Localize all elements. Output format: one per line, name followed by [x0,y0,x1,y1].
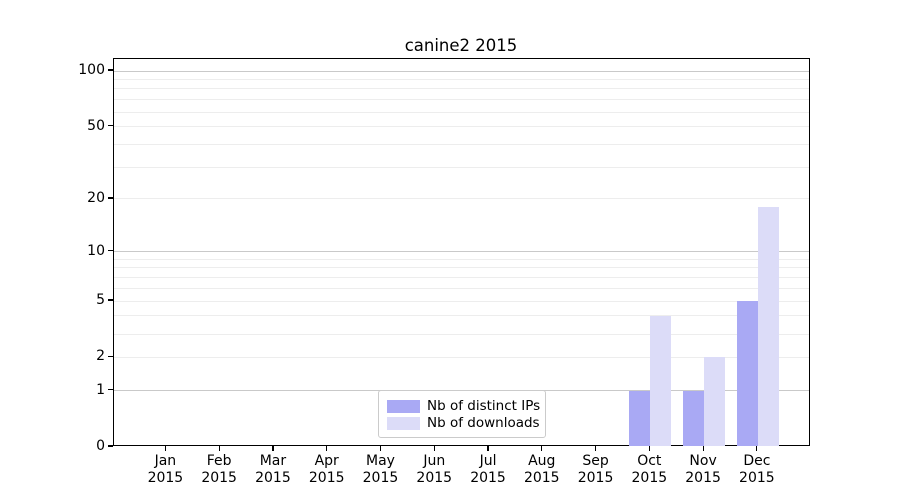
x-tick-label-feb: Feb 2015 [179,453,259,486]
x-tick-label-jan: Jan 2015 [125,453,205,486]
x-tick-dec [756,446,758,451]
x-label-year-aug: 2015 [523,469,560,486]
x-tick-label-dec: Dec 2015 [717,453,797,486]
x-label-month-nov: Nov [689,453,717,469]
y-gridline-minor-9 [114,258,809,260]
x-label-year-jan: 2015 [147,469,184,486]
x-label-month-mar: Mar [259,453,287,469]
x-label-month-apr: Apr [314,453,339,469]
bar-nb-of-downloads-nov-2015 [704,357,726,446]
y-tick-2 [108,355,113,358]
x-tick-jun [433,446,435,451]
x-label-year-jul: 2015 [470,469,506,486]
x-label-year-apr: 2015 [308,469,345,486]
x-tick-jul [487,446,489,451]
legend-item-distinct-ips: Nb of distinct IPs [387,398,541,414]
x-tick-mar [272,446,274,451]
x-label-year-may: 2015 [362,469,399,486]
bar-nb-of-distinct-ips-oct-2015 [629,390,651,446]
x-tick-may [379,446,382,451]
y-gridline-minor-6 [114,287,809,289]
legend-item-downloads: Nb of downloads [387,415,540,431]
y-tick-label-5: 5 [96,292,105,309]
x-tick-label-mar: Mar 2015 [233,453,313,486]
y-tick-5 [108,299,113,301]
x-tick-oct [648,446,650,451]
x-label-year-nov: 2015 [685,469,721,486]
y-tick-20 [108,197,113,199]
y-gridline-minor-30 [114,166,809,168]
x-tick-label-oct: Oct 2015 [609,453,689,486]
x-label-year-feb: 2015 [201,469,237,486]
x-label-year-mar: 2015 [255,469,291,486]
legend-swatch-downloads [387,416,420,430]
y-tick-label-50: 50 [87,117,105,134]
y-gridline-minor-2 [114,356,809,358]
bar-nb-of-distinct-ips-dec-2015 [736,301,758,446]
legend: Nb of distinct IPs Nb of downloads [378,390,546,438]
bar-nb-of-downloads-dec-2015 [757,207,779,446]
y-gridline-minor-70 [114,99,809,101]
x-tick-label-jun: Jun 2015 [394,453,474,486]
y-gridline-minor-7 [114,277,809,279]
y-gridline-minor-40 [114,143,809,145]
y-tick-10 [108,250,113,252]
y-gridline-minor-4 [114,315,809,317]
y-tick-label-10: 10 [87,242,105,259]
y-tick-label-2: 2 [96,348,105,365]
x-label-month-jun: Jun [423,453,446,469]
x-tick-label-jul: Jul 2015 [448,453,528,486]
y-gridline-major-10 [114,251,809,253]
y-tick-50 [108,125,113,127]
bar-nb-of-distinct-ips-nov-2015 [683,390,705,446]
x-label-month-aug: Aug [528,453,556,469]
y-tick-0 [108,445,113,447]
y-gridline-minor-50 [114,126,809,128]
y-tick-100 [108,69,113,71]
x-tick-label-may: May 2015 [340,453,420,486]
x-label-month-may: May [365,453,395,469]
x-tick-label-aug: Aug 2015 [502,453,582,486]
legend-swatch-distinct-ips [387,399,420,413]
chart-title: canine2 2015 [404,36,518,55]
x-label-month-jul: Jul [479,453,497,469]
x-tick-label-nov: Nov 2015 [663,453,743,486]
x-label-year-dec: 2015 [739,469,775,486]
x-label-month-oct: Oct [637,453,662,469]
y-gridline-major-100 [114,70,809,72]
bar-nb-of-downloads-oct-2015 [650,315,672,446]
x-label-year-oct: 2015 [631,469,668,486]
x-tick-apr [326,446,328,451]
y-gridline-minor-3 [114,333,809,335]
x-tick-jan [164,446,166,451]
x-label-month-jan: Jan [154,453,177,469]
x-label-year-sep: 2015 [577,469,614,486]
legend-label-distinct-ips: Nb of distinct IPs [427,398,541,414]
x-tick-feb [218,446,220,451]
y-gridline-minor-5 [114,300,809,302]
x-label-month-sep: Sep [582,453,609,469]
x-tick-nov [702,446,704,451]
x-tick-label-sep: Sep 2015 [556,453,636,486]
y-tick-label-100: 100 [78,62,105,78]
y-tick-1 [108,388,113,391]
x-tick-label-apr: Apr 2015 [287,453,367,486]
y-tick-label-20: 20 [87,189,105,206]
y-gridline-minor-8 [114,267,809,269]
x-tick-sep [594,446,597,451]
y-gridline-minor-90 [114,78,809,80]
x-label-month-dec: Dec [743,453,771,469]
plot-area [113,58,810,446]
x-label-month-feb: Feb [206,453,232,469]
x-tick-aug [541,446,543,451]
y-gridline-minor-80 [114,88,809,90]
y-gridline-minor-60 [114,111,809,113]
y-gridline-minor-20 [114,198,809,200]
x-label-year-jun: 2015 [416,469,453,486]
y-tick-label-0: 0 [96,438,105,454]
y-tick-label-1: 1 [96,381,105,398]
legend-label-downloads: Nb of downloads [427,415,540,431]
